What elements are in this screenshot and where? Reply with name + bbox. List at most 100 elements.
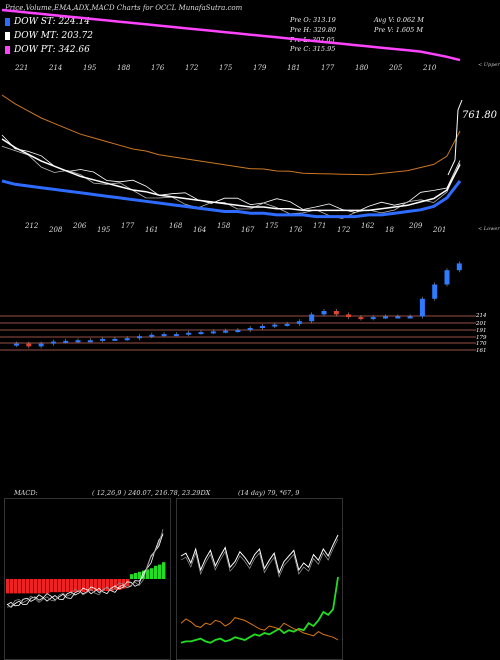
- macd-bar: [118, 579, 122, 590]
- macd-signal-line: [6, 528, 164, 608]
- bottom-pivot-label: 164: [193, 226, 206, 234]
- candle-body: [161, 334, 167, 337]
- candle-body: [210, 331, 216, 334]
- macd-bar: [30, 579, 34, 594]
- candle-body: [87, 340, 93, 343]
- macd-values: ( 12,26,9 ) 240.07, 216.78, 23.29DX: [92, 489, 211, 497]
- upper-band-tag: < Upper: [478, 62, 500, 68]
- macd-bar: [90, 579, 94, 591]
- top-pivot-label: 177: [321, 64, 335, 72]
- top-pivot-label: 180: [355, 64, 369, 72]
- macd-bar: [98, 579, 102, 591]
- candle-body: [149, 334, 155, 337]
- candle-body: [284, 323, 290, 326]
- candle-body: [38, 343, 44, 347]
- candle-body: [309, 314, 315, 322]
- macd-bar: [78, 579, 82, 593]
- bottom-pivot-label: 195: [97, 226, 111, 234]
- macd-bar: [70, 579, 74, 593]
- macd-bar: [114, 579, 118, 590]
- legend-dow-mt: DOW MT: 203.72: [5, 31, 93, 41]
- bottom-pivot-label: 158: [217, 222, 231, 230]
- level-label: 179: [476, 335, 487, 341]
- candle-body: [63, 340, 69, 343]
- macd-bar: [82, 579, 86, 593]
- adx-values: (14 day) 79, *67, 9: [238, 489, 300, 497]
- macd-bar: [14, 579, 18, 594]
- candle-body: [100, 338, 106, 341]
- top-pivot-label: 195: [83, 64, 97, 72]
- macd-bar: [162, 562, 166, 579]
- macd-bar: [58, 579, 62, 593]
- candle-body: [321, 311, 327, 315]
- candle-body: [14, 343, 19, 346]
- bottom-pivot-label: 175: [265, 222, 279, 230]
- info-close: Pre C: 315.95: [290, 45, 336, 53]
- macd-bar: [86, 579, 90, 593]
- macd-bar: [10, 579, 14, 594]
- macd-bar: [138, 571, 142, 579]
- macd-bar: [22, 579, 26, 594]
- bottom-pivot-label: 212: [24, 222, 39, 230]
- macd-bar: [26, 579, 30, 594]
- bottom-pivot-label: 201: [432, 226, 446, 234]
- level-label: 161: [476, 348, 487, 354]
- top-pivot-label: 188: [117, 64, 131, 72]
- bottom-pivot-label: 208: [48, 226, 63, 234]
- bottom-pivot-label: 167: [241, 226, 255, 234]
- bottom-pivot-label: 176: [289, 226, 303, 234]
- candle-body: [333, 311, 339, 315]
- macd-bar: [158, 564, 162, 579]
- price-spike-line: [447, 99, 463, 176]
- macd-bar: [134, 573, 138, 579]
- macd-bar: [6, 579, 10, 594]
- candle-body: [395, 316, 401, 319]
- macd-bar: [42, 579, 46, 594]
- legend-dow-pt: DOW PT: 342.66: [5, 45, 90, 55]
- macd-bar: [146, 569, 150, 579]
- macd-bar: [126, 579, 130, 587]
- top-pivot-label: 214: [48, 64, 62, 72]
- bottom-pivot-label: 18: [385, 226, 394, 234]
- long-ema-line: [1, 94, 461, 176]
- level-label: 191: [476, 328, 487, 334]
- candle-body: [112, 338, 118, 341]
- candle-body: [124, 338, 130, 341]
- macd-bar: [102, 579, 106, 591]
- bottom-pivot-label: 161: [145, 226, 158, 234]
- candle-body: [26, 343, 32, 347]
- legend-dow-pt-label: DOW PT: 342.66: [14, 45, 90, 55]
- bottom-pivot-label: 171: [313, 222, 326, 230]
- candle-body: [186, 332, 192, 335]
- candle-body: [235, 330, 241, 333]
- adx-line-di-minus: [180, 617, 339, 641]
- info-high: Pre H: 329.80: [290, 26, 337, 34]
- bottom-pivot-label: 209: [408, 222, 423, 230]
- macd-bar: [62, 579, 66, 593]
- candle-body: [296, 321, 302, 324]
- legend-swatch-icon: [5, 46, 10, 54]
- top-pivot-label: 175: [219, 64, 233, 72]
- top-pivot-label: 179: [253, 64, 267, 72]
- macd-panel: [4, 498, 171, 660]
- candle-body: [173, 334, 179, 337]
- macd-bar: [94, 579, 98, 591]
- bottom-pivot-label: 168: [169, 222, 183, 230]
- adx-shadow-line: [180, 538, 339, 578]
- candle-body: [50, 341, 56, 344]
- macd-bar: [150, 568, 154, 579]
- legend-dow-st: DOW ST: 224.14: [5, 17, 90, 27]
- bottom-pivot-label: 162: [361, 222, 375, 230]
- price-line: [1, 134, 461, 213]
- level-label: 170: [476, 341, 487, 347]
- macd-bar: [50, 579, 54, 593]
- macd-bar: [110, 579, 114, 591]
- candle-body: [370, 317, 376, 320]
- legend-dow-st-label: DOW ST: 224.14: [14, 17, 90, 27]
- legend-swatch-icon: [5, 32, 10, 40]
- info-open: Pre O: 313.19: [290, 16, 336, 24]
- price-value-label: 761.80: [462, 110, 498, 121]
- macd-label: MACD:: [14, 489, 38, 497]
- candle-body: [75, 340, 81, 343]
- candle-body: [198, 332, 204, 335]
